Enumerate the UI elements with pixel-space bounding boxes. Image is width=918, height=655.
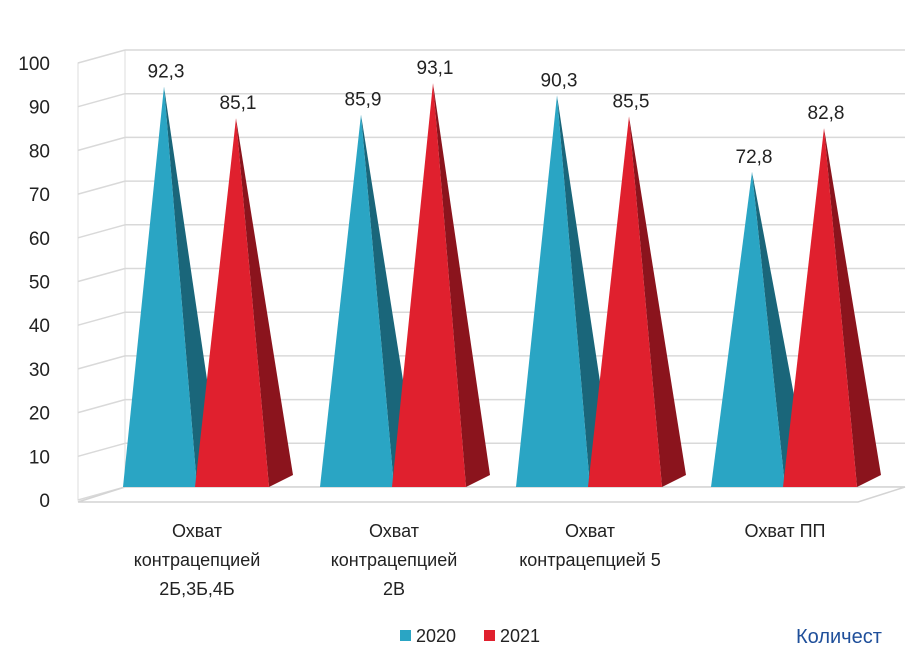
x-tick-label: 2Б,3Б,4Б [159,579,234,599]
grid-layer [77,49,906,503]
gridline-diagonal [77,49,126,64]
y-tick-label: 60 [29,229,50,250]
y-tick-label: 70 [29,185,50,206]
x-tick-label: Охват [172,521,222,541]
floor [77,486,906,503]
gridline-diagonal [77,398,126,414]
y-tick-label: 100 [18,54,50,75]
gridline-diagonal [77,180,126,195]
legend-label-2020: 2020 [416,626,456,646]
pyramid-front-face [516,95,590,487]
pyramid-2021-1 [195,118,293,487]
gridline-diagonal [77,136,126,152]
data-label: 85,1 [220,93,257,114]
data-label: 82,8 [808,103,845,124]
x-tick-label: контрацепцией 5 [519,550,661,570]
gridline-diagonal [77,442,126,458]
pyramid-2021-2 [392,83,490,487]
data-label: 85,5 [613,91,650,112]
pyramid-front-face [711,171,785,487]
bars-layer [123,83,881,488]
gridline-diagonal [77,92,126,108]
pyramid-front-face [320,114,394,487]
gridline-diagonal [77,311,126,326]
y-tick-label: 0 [39,491,50,512]
data-label: 90,3 [541,70,578,91]
x-axis-labels: Охват контрацепцией 2Б,3Б,4Б Охват контрацеп… [134,521,826,599]
x-tick-label: контрацепцией [331,550,458,570]
y-tick-label: 30 [29,360,50,381]
pyramid-front-face [123,86,197,488]
gridline-diagonal [77,224,126,239]
y-tick-label: 90 [29,98,50,119]
pyramid-side-face [824,128,881,487]
pyramid-side-face [629,116,686,488]
y-tick-label: 50 [29,273,50,294]
pyramid-side-face [236,118,293,487]
data-label: 93,1 [417,58,454,79]
legend-swatch-2021 [484,630,495,641]
x-tick-label: 2В [383,579,405,599]
data-label: 85,9 [345,90,382,111]
y-tick-label: 20 [29,404,50,425]
legend: 2020 2021 [400,626,540,646]
legend-label-2021: 2021 [500,626,540,646]
y-tick-label: 80 [29,141,50,162]
data-label: 72,8 [736,147,773,168]
x-tick-label: Охват [369,521,419,541]
trailing-text: Количест [796,626,882,648]
x-tick-label: Охват [565,521,615,541]
pyramid-2021-4 [783,128,881,487]
pyramid-front-face [783,128,857,487]
pyramid-2021-3 [588,116,686,488]
x-tick-label: контрацепцией [134,550,261,570]
legend-swatch-2020 [400,630,411,641]
data-labels: 92,3 85,1 85,9 93,1 90,3 85,5 72,8 82,8 [148,58,845,168]
y-tick-label: 40 [29,316,50,337]
x-tick-label: Охват ПП [745,521,826,541]
y-axis: 0 10 20 30 40 50 60 70 80 90 100 [18,54,50,512]
pyramid-front-face [588,116,662,488]
data-label: 92,3 [148,62,185,83]
pyramid-side-face [433,83,490,487]
gridline-diagonal [77,355,126,370]
gridline-diagonal [77,267,126,283]
y-tick-label: 10 [29,447,50,468]
pyramid-front-face [195,118,269,487]
pyramid-front-face [392,83,466,487]
